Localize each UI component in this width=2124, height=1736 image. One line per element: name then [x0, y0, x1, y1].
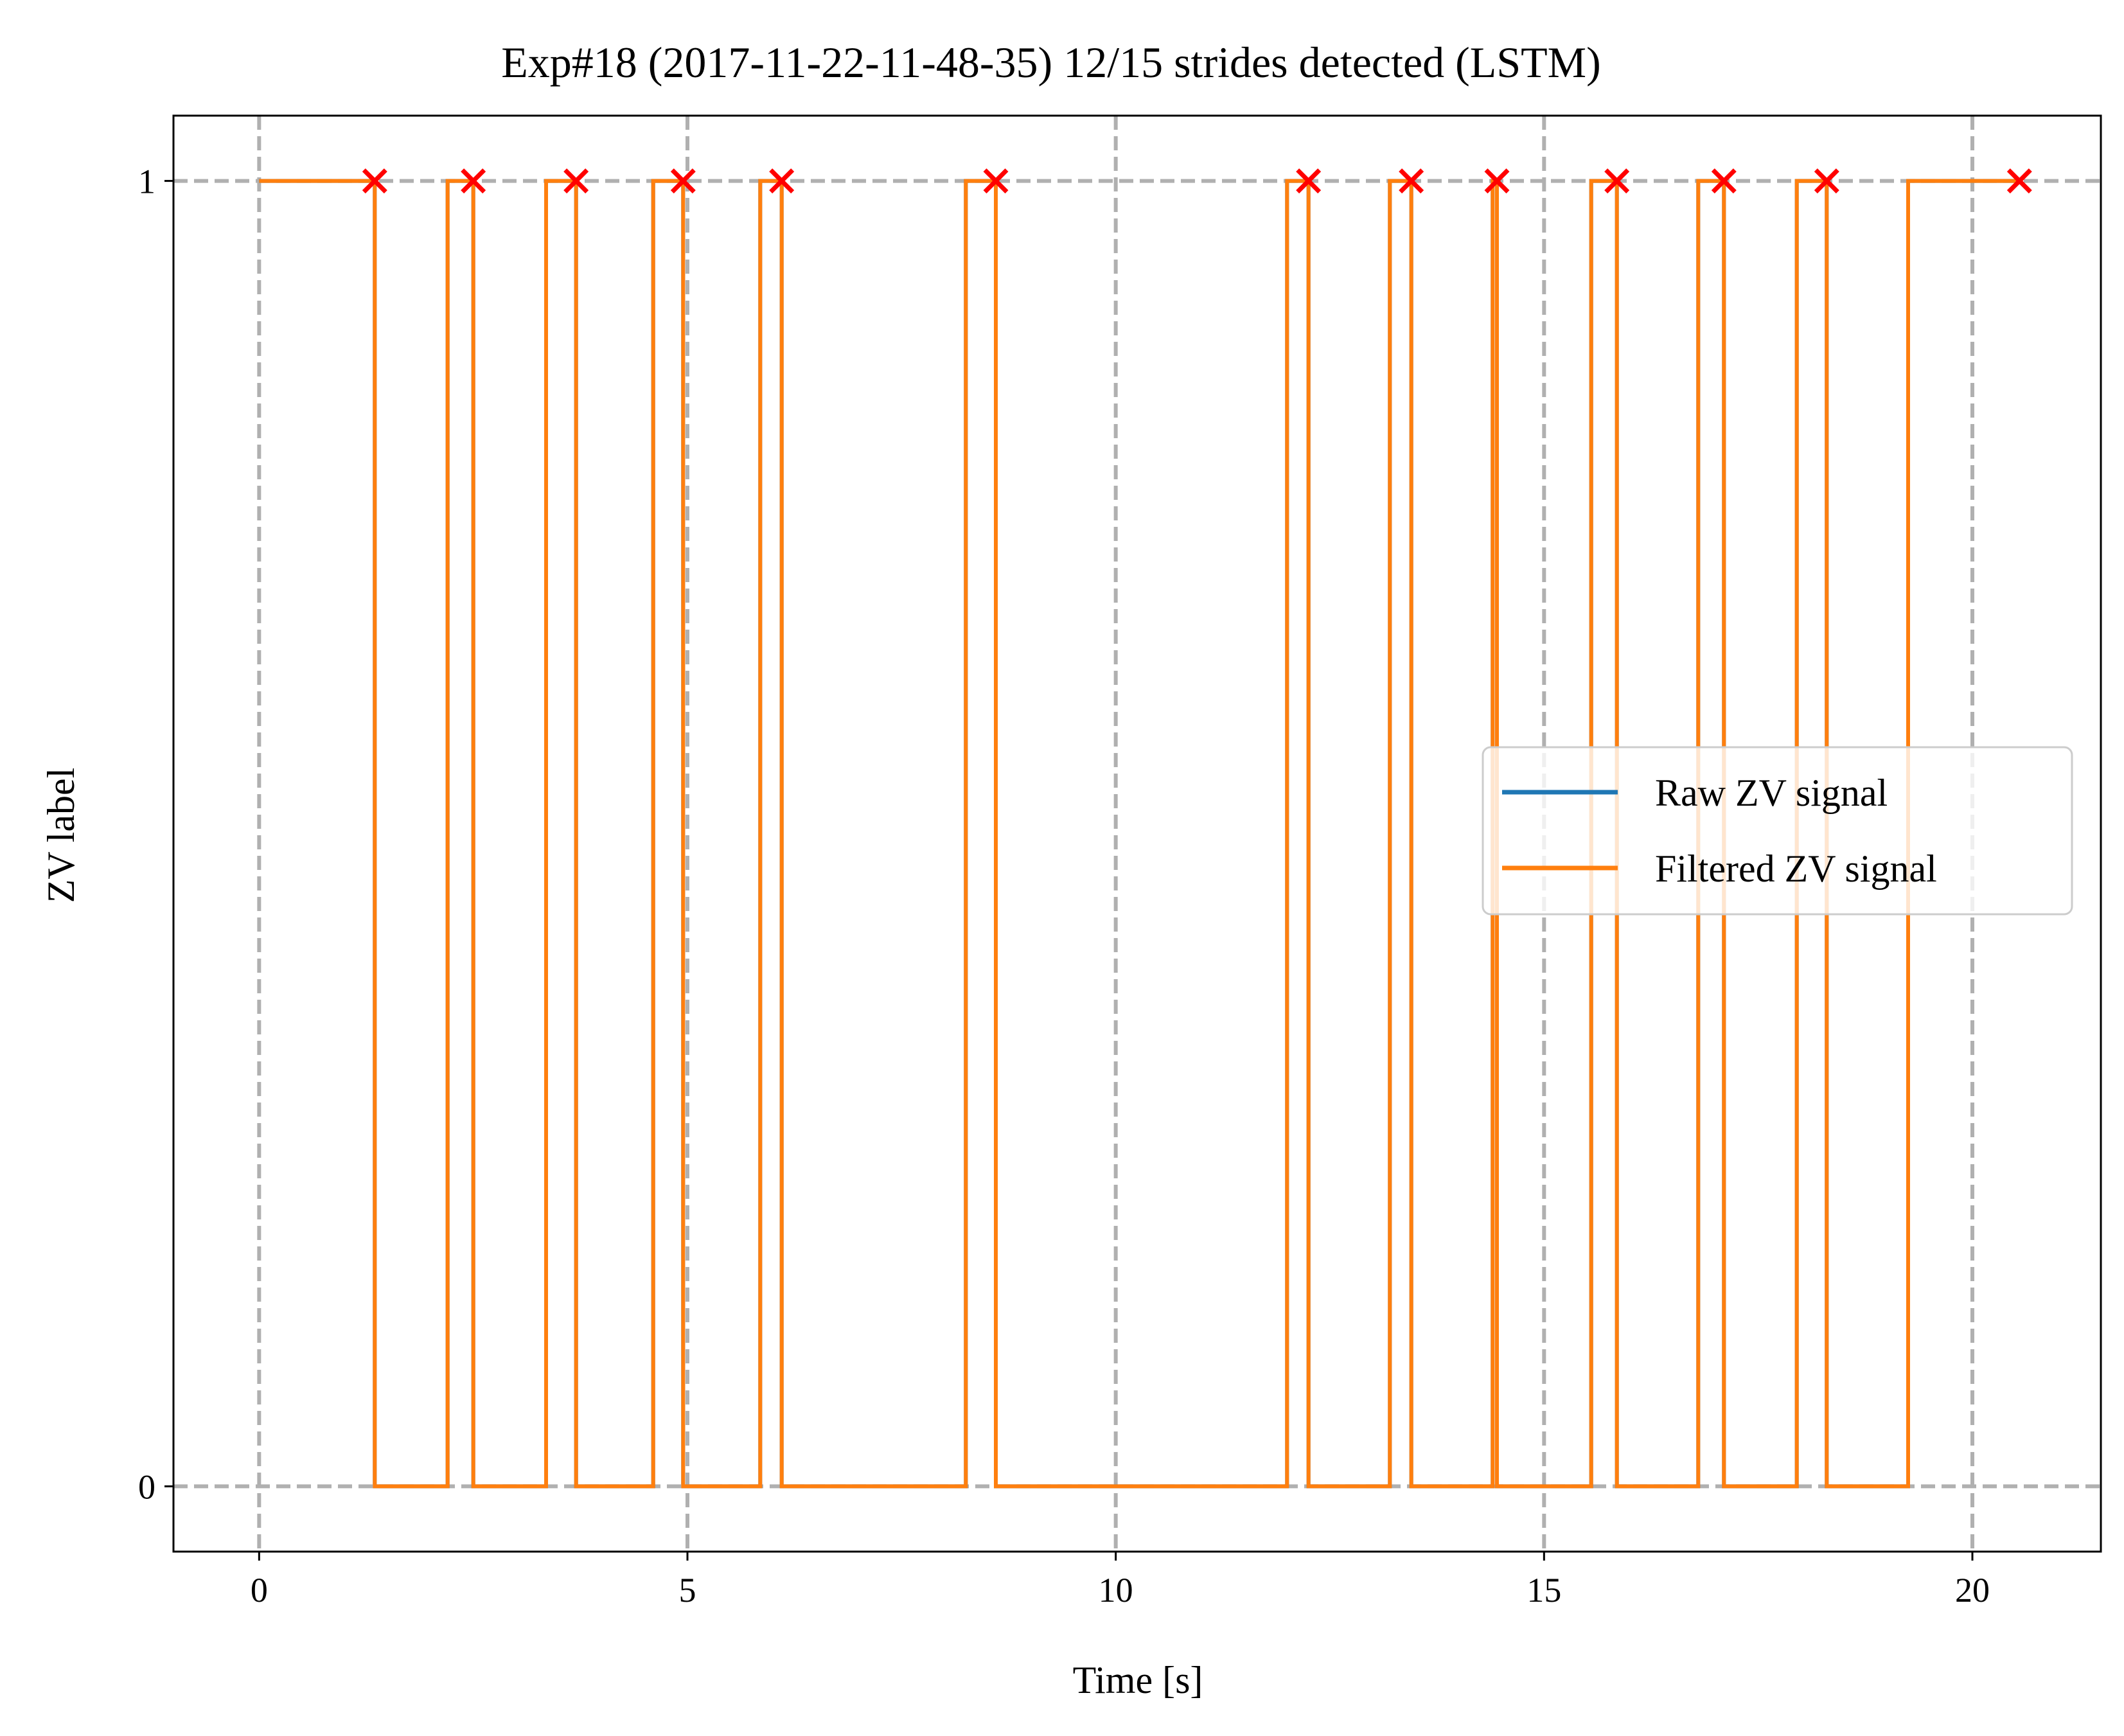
- stride-marker: [1814, 168, 1839, 194]
- series-line-filtered: [259, 179, 2020, 1489]
- ticks: 0 5 10 15 20 0 1: [138, 163, 1990, 1609]
- x-tick-label: 10: [1099, 1571, 1133, 1609]
- legend-label: Filtered ZV signal: [1655, 847, 1937, 890]
- x-tick-label: 20: [1955, 1571, 1990, 1609]
- stride-marker: [1399, 168, 1424, 194]
- x-tick-label: 0: [251, 1571, 268, 1609]
- stride-marker: [461, 168, 486, 194]
- chart-title: Exp#18 (2017-11-22-11-48-35) 12/15 strid…: [501, 38, 1601, 87]
- stride-marker: [1484, 168, 1510, 194]
- stride-markers: [362, 168, 2032, 194]
- x-tick-label: 5: [679, 1571, 696, 1609]
- y-tick-label: 1: [138, 163, 155, 201]
- stride-marker: [670, 168, 696, 194]
- stride-marker: [1296, 168, 1322, 194]
- legend-box: [1482, 746, 2073, 916]
- stride-marker: [2006, 168, 2032, 194]
- x-axis-label: Time [s]: [1073, 1659, 1203, 1701]
- series-group: [259, 179, 2020, 1489]
- stride-marker: [1711, 168, 1737, 194]
- x-tick-label: 15: [1527, 1571, 1561, 1609]
- stride-marker: [769, 168, 795, 194]
- plot-frame: [172, 114, 2102, 1553]
- stride-marker: [983, 168, 1009, 194]
- y-axis-label: ZV label: [40, 768, 82, 903]
- legend-label: Raw ZV signal: [1655, 772, 1888, 814]
- stride-marker: [1604, 168, 1630, 194]
- y-tick-label: 0: [138, 1467, 155, 1506]
- stride-marker: [362, 168, 387, 194]
- stride-marker: [563, 168, 589, 194]
- legend: Raw ZV signal Filtered ZV signal: [1482, 746, 2073, 916]
